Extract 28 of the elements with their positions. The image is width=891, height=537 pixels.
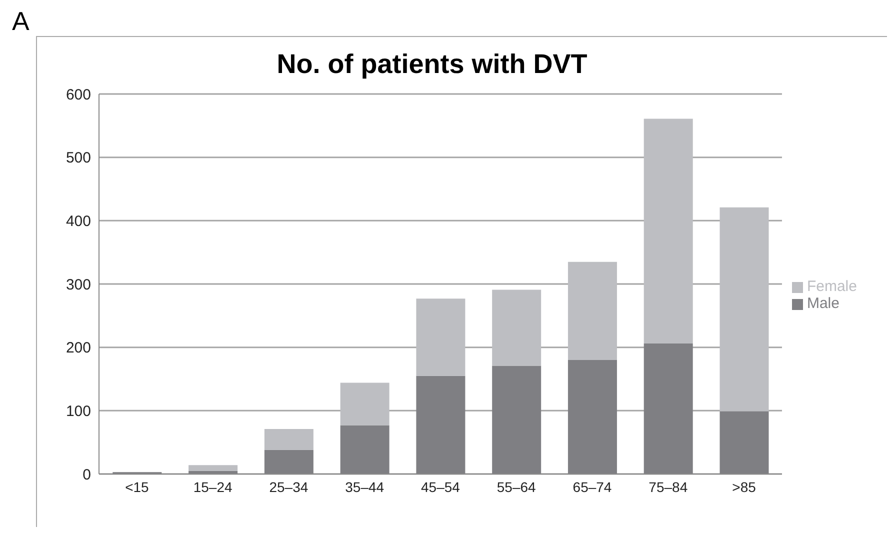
x-tick-label: 55–64 <box>496 478 536 495</box>
bar <box>264 429 314 450</box>
y-tick-label: 500 <box>66 150 91 167</box>
y-tick-label: 600 <box>66 86 91 104</box>
y-tick-label: 200 <box>66 340 91 357</box>
y-tick-label: 0 <box>82 466 91 484</box>
x-tick-label: 65–74 <box>572 478 612 495</box>
y-tick-label: 300 <box>66 276 91 294</box>
bar <box>416 298 466 376</box>
x-tick-label: >85 <box>732 478 756 495</box>
bar <box>568 262 617 360</box>
text: A <box>12 6 30 37</box>
x-tick-label: 25–34 <box>269 478 308 495</box>
bar <box>492 290 542 366</box>
x-tick-label: 35–44 <box>345 478 384 495</box>
bar <box>720 207 769 412</box>
x-tick-label: 15–24 <box>193 478 233 495</box>
x-tick-label: <15 <box>125 478 150 495</box>
y-tick-label: 100 <box>66 402 91 420</box>
x-tick-label: 75–84 <box>648 478 688 495</box>
legend-label: Female <box>806 278 857 295</box>
bar <box>340 382 390 426</box>
y-tick-label: 400 <box>66 212 91 230</box>
chart-title: No. of patients with DVT <box>276 49 588 80</box>
x-tick-label: 45–54 <box>421 478 460 495</box>
bar <box>188 465 238 471</box>
bar <box>644 118 693 344</box>
legend-label: Male <box>806 295 840 312</box>
